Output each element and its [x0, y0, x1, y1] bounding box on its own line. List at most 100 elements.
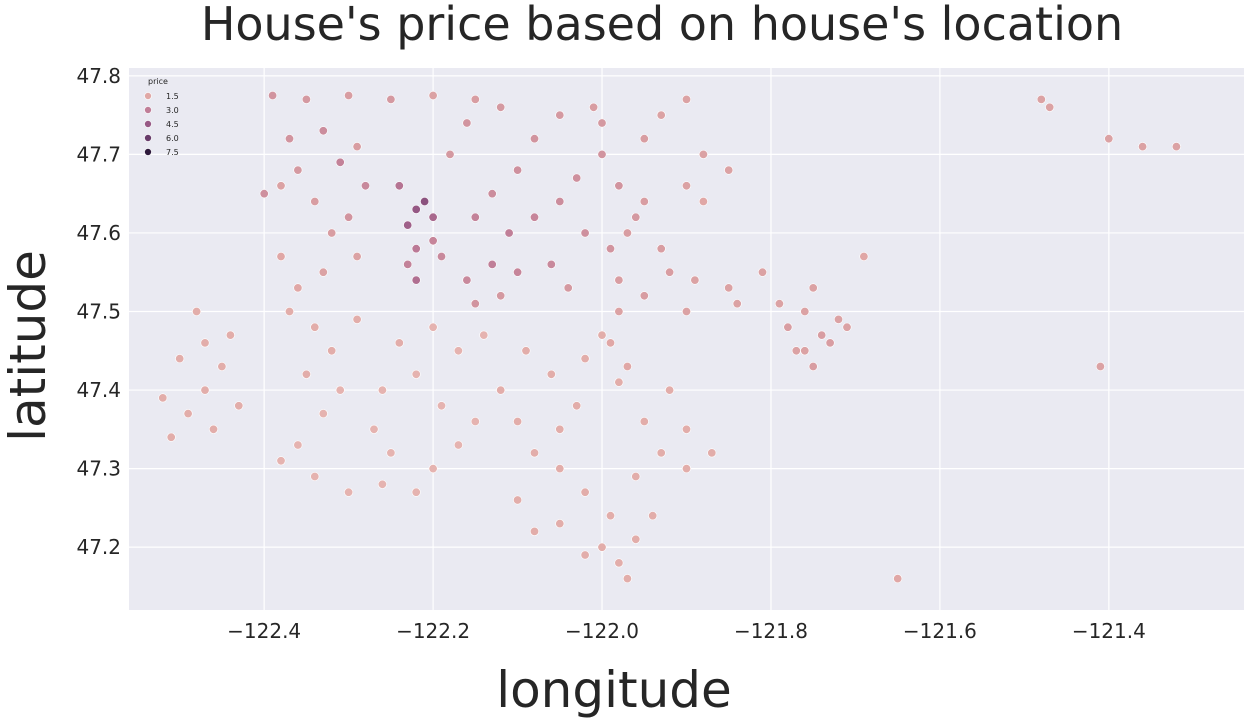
data-point	[386, 94, 396, 104]
data-point	[411, 487, 421, 497]
data-point	[580, 354, 590, 364]
data-point	[462, 275, 472, 285]
x-tick-label: −121.6	[903, 619, 977, 643]
data-point	[589, 102, 599, 112]
data-point	[529, 212, 539, 222]
data-point	[631, 471, 641, 481]
data-point	[597, 118, 607, 128]
data-point	[411, 204, 421, 214]
data-point	[428, 212, 438, 222]
data-point	[631, 534, 641, 544]
data-point	[200, 338, 210, 348]
y-tick-label: 47.7	[76, 142, 121, 166]
data-point	[403, 259, 413, 269]
data-point	[690, 275, 700, 285]
data-point	[276, 456, 286, 466]
data-point	[445, 149, 455, 159]
data-point	[833, 314, 843, 324]
data-point	[158, 393, 168, 403]
data-point	[597, 542, 607, 552]
data-point	[555, 424, 565, 434]
legend: price 1.5 3.0 4.5 6.0 7.5	[144, 77, 179, 157]
data-point	[234, 401, 244, 411]
data-point	[800, 306, 810, 316]
data-point	[284, 306, 294, 316]
data-point	[403, 220, 413, 230]
data-point	[631, 212, 641, 222]
data-point	[656, 244, 666, 254]
x-tick-label: −122.2	[396, 619, 470, 643]
data-point	[496, 291, 506, 301]
data-point	[614, 558, 624, 568]
data-point	[580, 487, 590, 497]
data-point	[572, 401, 582, 411]
data-point	[225, 330, 235, 340]
x-tick-label: −121.4	[1072, 619, 1146, 643]
data-point	[555, 197, 565, 207]
data-point	[639, 197, 649, 207]
plot-background	[129, 68, 1244, 610]
data-point	[268, 91, 278, 101]
data-point	[436, 252, 446, 262]
data-point	[555, 110, 565, 120]
legend-marker	[144, 120, 152, 128]
y-tick-label: 47.8	[76, 64, 121, 88]
data-point	[513, 165, 523, 175]
data-point	[681, 306, 691, 316]
data-point	[470, 299, 480, 309]
legend-label: 1.5	[166, 92, 179, 101]
data-point	[318, 409, 328, 419]
data-point	[284, 134, 294, 144]
data-point	[192, 306, 202, 316]
data-point	[808, 283, 818, 293]
data-point	[529, 134, 539, 144]
data-point	[563, 283, 573, 293]
data-point	[428, 91, 438, 101]
data-point	[580, 550, 590, 560]
data-point	[496, 102, 506, 112]
data-point	[698, 197, 708, 207]
data-point	[344, 212, 354, 222]
y-tick-label: 47.6	[76, 221, 121, 245]
data-point	[614, 377, 624, 387]
legend-title: price	[148, 77, 168, 86]
data-points	[158, 91, 1181, 584]
data-point	[546, 369, 556, 379]
data-point	[681, 464, 691, 474]
data-point	[681, 424, 691, 434]
data-point	[648, 511, 658, 521]
x-tick-label: −122.4	[227, 619, 301, 643]
data-point	[411, 275, 421, 285]
data-point	[546, 259, 556, 269]
data-point	[1036, 94, 1046, 104]
data-point	[470, 416, 480, 426]
legend-marker	[144, 148, 152, 156]
data-point	[639, 134, 649, 144]
data-point	[293, 440, 303, 450]
data-point	[732, 299, 742, 309]
data-point	[327, 228, 337, 238]
data-point	[369, 424, 379, 434]
data-point	[605, 511, 615, 521]
data-point	[622, 228, 632, 238]
data-point	[411, 369, 421, 379]
data-point	[817, 330, 827, 340]
data-point	[209, 424, 219, 434]
data-point	[479, 330, 489, 340]
data-point	[183, 409, 193, 419]
data-point	[656, 110, 666, 120]
legend-label: 7.5	[166, 148, 179, 157]
data-point	[622, 361, 632, 371]
data-point	[352, 252, 362, 262]
data-point	[1045, 102, 1055, 112]
y-axis: 47.2 47.3 47.4 47.5 47.6 47.7 47.8	[76, 64, 121, 559]
data-point	[513, 495, 523, 505]
data-point	[344, 91, 354, 101]
data-point	[377, 385, 387, 395]
data-point	[318, 126, 328, 136]
data-point	[521, 346, 531, 356]
data-point	[428, 464, 438, 474]
data-point	[859, 252, 869, 262]
data-point	[639, 291, 649, 301]
data-point	[681, 94, 691, 104]
